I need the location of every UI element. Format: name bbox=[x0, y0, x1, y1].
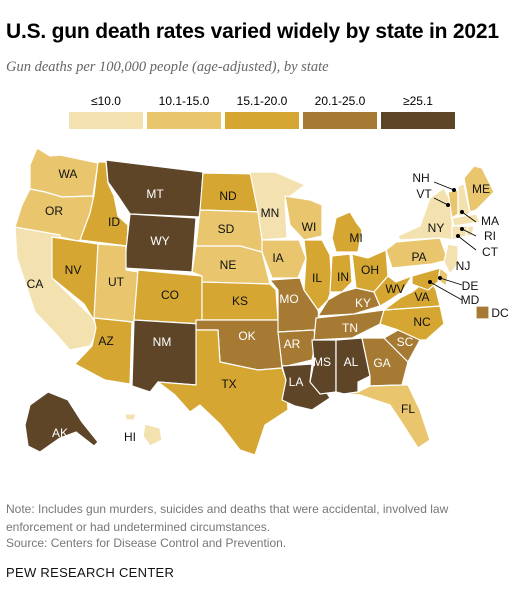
legend-item-5: ≥25.1 bbox=[381, 93, 455, 129]
state-AK bbox=[24, 391, 99, 453]
label-MN: MN bbox=[261, 206, 280, 220]
label-CO: CO bbox=[161, 288, 179, 302]
label-KS: KS bbox=[232, 294, 248, 308]
label-MI: MI bbox=[349, 231, 362, 245]
legend-label: 20.1-25.0 bbox=[314, 94, 366, 108]
chart-subtitle: Gun deaths per 100,000 people (age-adjus… bbox=[6, 59, 329, 75]
label-FL: FL bbox=[401, 402, 415, 416]
label-MT: MT bbox=[146, 187, 164, 201]
legend-swatch bbox=[147, 112, 221, 129]
state-MA bbox=[451, 213, 481, 227]
label-MO: MO bbox=[279, 292, 298, 306]
legend-item-2: 10.1-15.0 bbox=[147, 93, 221, 129]
label-RI: RI bbox=[484, 229, 496, 243]
label-OH: OH bbox=[361, 263, 379, 277]
label-TX: TX bbox=[221, 377, 236, 391]
label-ME: ME bbox=[472, 182, 490, 196]
state-HI bbox=[142, 423, 163, 447]
legend-swatch bbox=[381, 112, 455, 129]
label-NM: NM bbox=[153, 335, 172, 349]
label-AR: AR bbox=[284, 337, 301, 351]
state-TX bbox=[157, 329, 289, 456]
state-WI bbox=[284, 195, 323, 241]
label-PA: PA bbox=[411, 250, 426, 264]
legend-item-3: 15.1-20.0 bbox=[225, 93, 299, 129]
label-NE: NE bbox=[220, 258, 237, 272]
legend-swatch bbox=[303, 112, 377, 129]
state-AZ bbox=[74, 317, 133, 385]
state-HI-island bbox=[124, 413, 137, 421]
state-WV bbox=[373, 275, 413, 307]
state-DC bbox=[475, 305, 490, 320]
state-NH bbox=[457, 183, 471, 217]
label-AZ: AZ bbox=[98, 334, 113, 348]
label-AK: AK bbox=[52, 426, 68, 440]
legend-label: ≤10.0 bbox=[91, 94, 121, 108]
label-CT: CT bbox=[482, 245, 499, 259]
label-KY: KY bbox=[355, 296, 371, 310]
state-MN bbox=[249, 171, 306, 241]
state-labels: WA OR CA NV ID MT WY UT AZ CO NM ND SD N… bbox=[27, 167, 509, 444]
publisher-name: PEW RESEARCH CENTER bbox=[6, 565, 175, 580]
leader-dots bbox=[428, 188, 464, 284]
state-IN bbox=[329, 253, 353, 293]
state-RI bbox=[465, 225, 475, 237]
label-NY: NY bbox=[428, 221, 445, 235]
label-OK: OK bbox=[238, 329, 255, 343]
label-UT: UT bbox=[108, 275, 125, 289]
label-NV: NV bbox=[65, 263, 82, 277]
state-NM bbox=[131, 319, 201, 393]
label-HI: HI bbox=[124, 430, 136, 444]
label-IL: IL bbox=[312, 271, 322, 285]
label-WI: WI bbox=[302, 220, 317, 234]
state-ME bbox=[463, 165, 495, 213]
label-WA: WA bbox=[59, 167, 78, 181]
label-NH: NH bbox=[412, 171, 429, 185]
leader-lines bbox=[429, 181, 477, 301]
legend-label: 15.1-20.0 bbox=[236, 94, 288, 108]
label-TN: TN bbox=[342, 321, 358, 335]
legend: ≤10.0 10.1-15.0 15.1-20.0 20.1-25.0 ≥25.… bbox=[69, 93, 459, 133]
label-MS: MS bbox=[313, 355, 331, 369]
label-GA: GA bbox=[373, 356, 390, 370]
footnote: Note: Includes gun murders, suicides and… bbox=[6, 502, 449, 534]
state-MI bbox=[331, 211, 363, 253]
legend-swatch bbox=[69, 112, 143, 129]
label-IA: IA bbox=[272, 251, 283, 265]
label-OR: OR bbox=[45, 204, 63, 218]
label-WV: WV bbox=[385, 282, 404, 296]
label-LA: LA bbox=[289, 375, 304, 389]
label-DE: DE bbox=[462, 279, 479, 293]
source-note: Source: Centers for Disease Control and … bbox=[6, 536, 287, 550]
legend-item-1: ≤10.0 bbox=[69, 93, 143, 129]
label-WY: WY bbox=[150, 234, 169, 248]
state-NJ bbox=[443, 243, 459, 275]
label-NC: NC bbox=[413, 315, 431, 329]
label-SC: SC bbox=[397, 335, 414, 349]
legend-swatch bbox=[225, 112, 299, 129]
label-AL: AL bbox=[344, 355, 359, 369]
label-SD: SD bbox=[218, 222, 235, 236]
label-DC: DC bbox=[491, 306, 509, 320]
state-NV bbox=[51, 236, 99, 323]
label-VA: VA bbox=[414, 290, 429, 304]
label-MD: MD bbox=[461, 293, 480, 307]
state-IA bbox=[261, 239, 307, 279]
label-NJ: NJ bbox=[456, 259, 471, 273]
us-map: WA OR CA NV ID MT WY UT AZ CO NM ND SD N… bbox=[14, 147, 509, 456]
state-KS bbox=[201, 281, 279, 321]
legend-label: ≥25.1 bbox=[403, 94, 433, 108]
label-ND: ND bbox=[219, 189, 237, 203]
label-CA: CA bbox=[27, 277, 44, 291]
label-MA: MA bbox=[481, 214, 499, 228]
state-LA bbox=[281, 363, 331, 411]
state-MD bbox=[411, 267, 441, 291]
label-VT: VT bbox=[416, 187, 432, 201]
chart-title: U.S. gun death rates varied widely by st… bbox=[6, 20, 499, 43]
legend-label: 10.1-15.0 bbox=[158, 94, 210, 108]
state-FL bbox=[343, 384, 431, 449]
legend-item-4: 20.1-25.0 bbox=[303, 93, 377, 129]
label-IN: IN bbox=[337, 270, 349, 284]
label-ID: ID bbox=[108, 215, 120, 229]
